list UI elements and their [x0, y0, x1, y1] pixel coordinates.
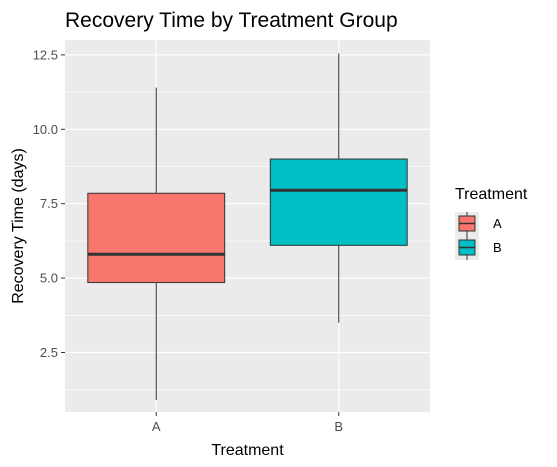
box-B — [269, 53, 408, 323]
legend-item-B: B — [455, 236, 502, 260]
y-tick-label: 2.5 — [40, 345, 58, 360]
chart-title: Recovery Time by Treatment Group — [65, 9, 398, 32]
y-tick-label: 12.5 — [33, 47, 58, 62]
boxes-group — [87, 53, 408, 401]
legend: Treatment AB — [455, 186, 528, 260]
x-tick-label: A — [152, 419, 161, 434]
y-tick-label: 5.0 — [40, 271, 58, 286]
box-body — [87, 192, 226, 284]
x-axis-title: Treatment — [211, 442, 284, 459]
y-axis-title: Recovery Time (days) — [10, 148, 27, 304]
box-A — [87, 87, 226, 401]
legend-items: AB — [455, 212, 502, 260]
legend-item-A: A — [455, 212, 502, 236]
box-body — [269, 158, 408, 246]
y-tick-label: 10.0 — [33, 122, 58, 137]
legend-label: A — [493, 216, 502, 231]
legend-title: Treatment — [455, 186, 528, 203]
x-tick-label: B — [334, 419, 343, 434]
y-axis-ticks: 2.5 5.0 7.5 10.0 12.5 — [33, 47, 65, 360]
legend-label: B — [493, 240, 502, 255]
y-tick-label: 7.5 — [40, 196, 58, 211]
